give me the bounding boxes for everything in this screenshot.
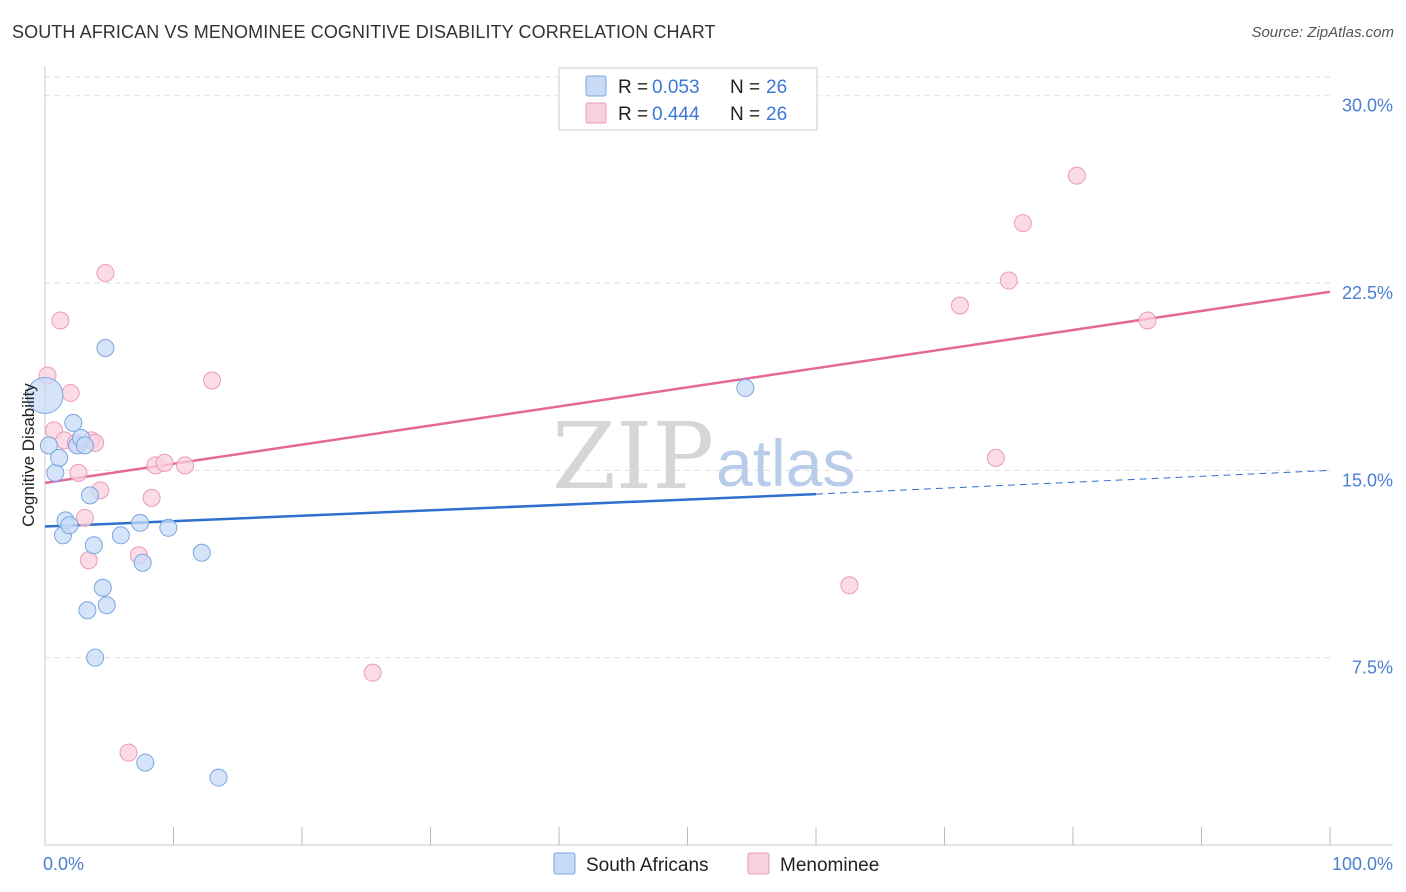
trend-line-extension-blue	[815, 469, 1331, 495]
series-legend-swatch-south-africans	[553, 852, 576, 875]
chart-title: SOUTH AFRICAN VS MENOMINEE COGNITIVE DIS…	[12, 22, 716, 42]
trend-line-blue	[44, 492, 817, 528]
south-africans-point	[46, 463, 65, 482]
south-africans-point	[96, 338, 115, 357]
y-tick-label: 30.0%	[1342, 96, 1393, 116]
x-tick-label: 100.0%	[1332, 854, 1393, 874]
y-tick-label: 15.0%	[1342, 470, 1393, 490]
watermark-atlas: atlas	[716, 426, 855, 500]
south-africans-point	[39, 436, 58, 455]
watermark-zip: ZIP	[552, 403, 714, 510]
grid-layer	[45, 76, 1330, 659]
legend-r-label-1: R =	[618, 77, 648, 98]
chart-source: Source: ZipAtlas.com	[1251, 24, 1394, 41]
south-africans-point	[64, 413, 83, 432]
series-legend-swatch-menominee	[747, 852, 770, 875]
menominee-point	[203, 371, 222, 390]
south-africans-point	[192, 543, 211, 562]
south-africans-point	[159, 518, 178, 537]
tick-labels: 7.5% 15.0% 22.5% 30.0% 0.0% 100.0%	[43, 96, 1393, 874]
y-axis-title: Cognitive Disability	[19, 383, 38, 527]
south-africans-point	[93, 578, 112, 597]
menominee-point	[155, 453, 174, 472]
menominee-point	[1067, 166, 1086, 185]
south-africans-point	[136, 753, 155, 772]
legend-n-label-2: N =	[730, 104, 760, 125]
menominee-point	[75, 508, 94, 527]
menominee-point	[1138, 311, 1157, 330]
trend-line-pink	[44, 290, 1331, 485]
series-legend-label-south-africans: South Africans	[586, 855, 709, 876]
south-africans-point	[86, 648, 105, 667]
menominee-point	[69, 463, 88, 482]
legend-n-value-2: 26	[766, 104, 787, 125]
watermark: ZIP atlas	[552, 403, 855, 510]
menominee-point	[840, 576, 859, 595]
y-tick-label: 7.5%	[1352, 658, 1393, 678]
south-africans-point	[736, 378, 755, 397]
south-africans-point	[26, 376, 64, 414]
south-africans-point	[50, 448, 69, 467]
series-legend: South Africans Menominee	[553, 852, 879, 876]
menominee-point	[79, 551, 98, 570]
menominee-point	[950, 296, 969, 315]
legend-n-value-1: 26	[766, 77, 787, 98]
south-africans-point	[111, 526, 130, 545]
south-africans-point	[97, 596, 116, 615]
y-tick-label: 22.5%	[1342, 283, 1393, 303]
south-africans-point	[80, 486, 99, 505]
legend-r-value-2: 0.444	[652, 104, 700, 125]
menominee-point	[61, 383, 80, 402]
x-tick-label: 0.0%	[43, 854, 84, 874]
legend-swatch-blue	[585, 75, 607, 97]
legend-swatch-pink	[585, 102, 607, 124]
points-layer	[26, 166, 1157, 787]
legend-n-label-1: N =	[730, 77, 760, 98]
stats-legend: R = 0.053 N = 26 R = 0.444 N = 26	[558, 67, 818, 131]
menominee-point	[96, 264, 115, 283]
menominee-point	[119, 743, 138, 762]
menominee-point	[363, 663, 382, 682]
south-africans-point	[78, 601, 97, 620]
south-africans-point	[75, 436, 94, 455]
series-legend-label-menominee: Menominee	[780, 855, 879, 876]
menominee-point	[1013, 214, 1032, 233]
south-africans-point	[60, 516, 79, 535]
south-africans-point	[131, 513, 150, 532]
legend-r-label-2: R =	[618, 104, 648, 125]
menominee-point	[142, 488, 161, 507]
menominee-point	[986, 448, 1005, 467]
axes-layer	[44, 66, 1393, 846]
south-africans-point	[133, 553, 152, 572]
menominee-point	[999, 271, 1018, 290]
legend-r-value-1: 0.053	[652, 77, 700, 98]
south-africans-point	[84, 536, 103, 555]
menominee-point	[176, 456, 195, 475]
menominee-point	[51, 311, 70, 330]
south-africans-point	[209, 768, 228, 787]
